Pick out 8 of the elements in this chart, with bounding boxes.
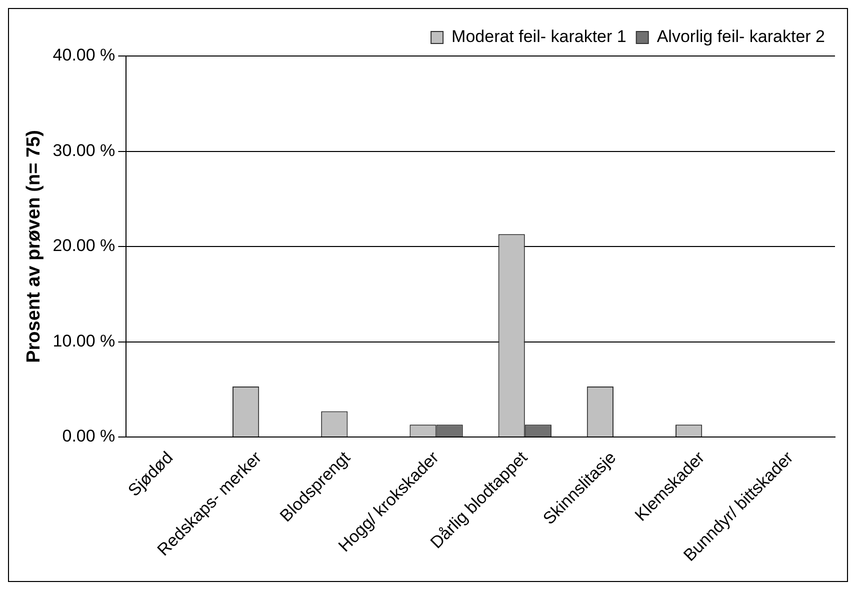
- legend-label: Moderat feil- karakter 1: [452, 27, 626, 46]
- y-tick-label: 0.00 %: [62, 426, 116, 446]
- y-axis-title: Prosent av prøven (n= 75): [24, 130, 45, 363]
- y-tick-label: 10.00 %: [52, 331, 116, 350]
- y-tick-label: 40.00 %: [52, 46, 116, 65]
- y-tick-label: 30.00 %: [52, 140, 116, 160]
- legend-label: Alvorlig feil- karakter 2: [656, 27, 826, 46]
- y-tick-label: 20.00 %: [52, 236, 116, 256]
